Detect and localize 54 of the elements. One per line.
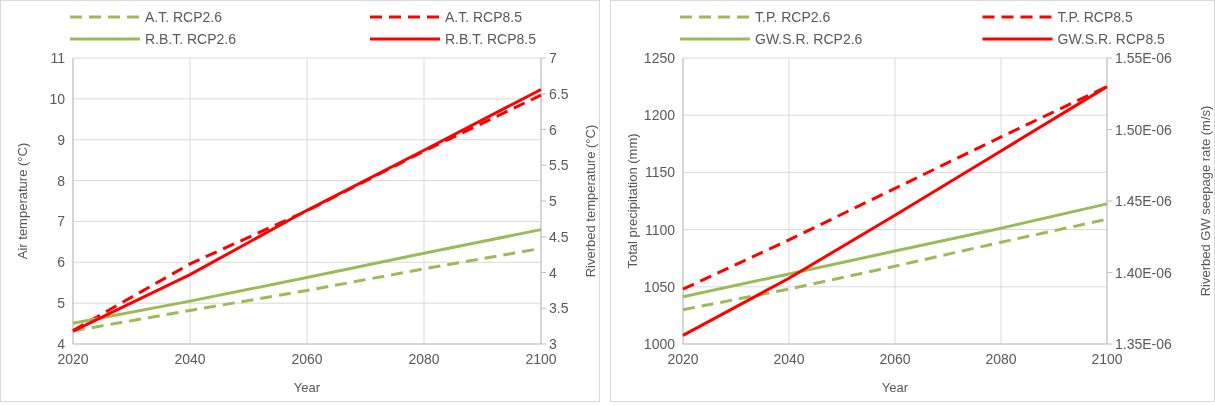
x-tick-label: 2020 [57,351,89,367]
y2-tick-label: 1.55E-06 [1115,50,1173,66]
y-tick-label: 1050 [643,278,676,295]
legend-label: A.T. RCP2.6 [145,9,223,25]
y-tick-label: 4 [57,336,66,352]
y2-tick-label: 5 [549,193,557,209]
x-tick-label: 2040 [773,351,805,367]
legend-label: A.T. RCP8.5 [445,9,523,25]
x-tick-label: 2100 [525,351,557,367]
y-tick-label: 1100 [644,221,676,238]
y-tick-label: 1250 [643,50,676,66]
x-tick-label: 2080 [985,351,1017,367]
line-series [681,202,1109,299]
y2-tick-label: 4 [549,264,557,281]
y2-tick-label: 1.45E-06 [1115,193,1173,209]
y-tick-label: 8 [57,172,66,189]
x-tick-label: 2060 [291,351,323,367]
y2-tick-label: 5.5 [549,157,569,174]
legend-label: T.P. RCP2.6 [755,9,831,25]
y2-axis-title: Riverbed GW seepage rate (m/s) [1198,105,1213,297]
legend-label: GW.S.R. RCP2.6 [755,31,863,47]
y2-tick-label: 1.40E-06 [1115,264,1173,281]
y-tick-label: 1150 [644,164,676,181]
x-tick-label: 2100 [1091,351,1123,367]
x-axis-title: Year [293,380,321,395]
y2-tick-label: 6 [549,121,557,138]
y2-tick-label: 1.35E-06 [1115,336,1173,352]
legend-label: T.P. RCP8.5 [1057,9,1133,25]
y2-tick-label: 3 [549,336,557,352]
legend-label: GW.S.R. RCP8.5 [1057,31,1166,47]
y2-tick-label: 1.50E-06 [1115,121,1173,138]
legend-label: R.B.T. RCP8.5 [445,31,537,47]
y-tick-label: 1200 [643,107,676,124]
x-tick-label: 2080 [408,351,440,367]
y-tick-label: 6 [57,254,66,271]
y2-tick-label: 3.5 [549,300,569,317]
x-tick-label: 2060 [879,351,911,367]
y-tick-label: 9 [57,131,66,148]
y-tick-label: 10 [49,90,66,107]
x-axis-title: Year [881,380,909,395]
y2-axis-title: Riverbed temperature (°C) [583,124,598,278]
y-axis-title: Total precipitation (mm) [625,133,640,269]
y-tick-label: 1000 [643,336,676,352]
y-axis-title: Air temperature (°C) [15,142,30,260]
y2-tick-label: 7 [549,50,557,66]
y-tick-label: 11 [50,50,66,66]
y-tick-label: 5 [57,295,66,312]
line-series [71,228,543,325]
x-tick-label: 2040 [174,351,206,367]
legend-label: R.B.T. RCP2.6 [145,31,237,47]
x-tick-label: 2020 [667,351,699,367]
y2-tick-label: 4.5 [549,228,569,245]
y-tick-label: 7 [57,213,66,230]
y2-tick-label: 6.5 [549,85,569,102]
